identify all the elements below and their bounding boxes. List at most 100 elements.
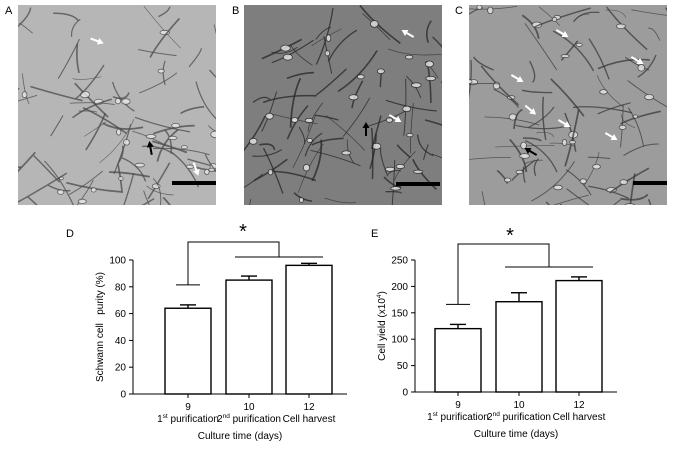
cell-process	[560, 40, 579, 61]
cell-process	[123, 173, 135, 205]
cell-process	[304, 132, 323, 157]
cell-process	[75, 64, 105, 100]
x-axis-label: Culture time (days)	[198, 431, 282, 442]
cell-process	[152, 140, 188, 154]
cell-process	[30, 85, 83, 102]
cell-process	[252, 149, 283, 157]
cell-process	[597, 102, 631, 115]
cell-process	[552, 194, 589, 205]
cell-process	[385, 99, 437, 112]
cell-process	[74, 82, 109, 118]
cell-process	[623, 143, 659, 157]
cell-process	[410, 103, 414, 154]
y-tick-label: 0	[120, 390, 126, 401]
cell-process	[521, 89, 553, 94]
cell-process	[637, 54, 657, 78]
cell-process	[18, 166, 22, 169]
cell-process	[158, 6, 171, 18]
cell-process	[315, 68, 347, 96]
cell-body	[425, 76, 437, 82]
cell-process	[156, 128, 179, 162]
cell-process	[469, 83, 500, 85]
cell-body	[341, 150, 352, 156]
x-tick-label: 10	[243, 402, 255, 413]
cell-process	[342, 97, 371, 137]
cell-process	[647, 198, 652, 205]
significance-star: *	[239, 221, 247, 243]
cell-body	[644, 94, 654, 101]
cell-body	[121, 98, 131, 105]
bar-chart-e: 0 50 100 150 200 250 9 1st purification 10 2nd pu…	[345, 222, 645, 452]
white-arrow-icon	[192, 162, 200, 176]
white-arrow-icon	[510, 74, 524, 83]
bar-chart-d: 0 20 40 60 80 100 9 1st purification 10 2nd purif…	[40, 221, 347, 452]
cell-body	[145, 134, 157, 139]
cell-body	[561, 139, 568, 147]
cell-process	[146, 185, 174, 196]
bar	[164, 307, 212, 395]
cell-process	[588, 38, 610, 80]
cell-process	[327, 29, 358, 62]
cell-process	[620, 114, 636, 128]
cell-process	[337, 50, 378, 93]
cell-body	[302, 163, 311, 172]
cell-process	[440, 81, 442, 84]
cell-process	[362, 13, 391, 41]
panel-label-c: C	[455, 5, 463, 17]
cell-process	[53, 12, 79, 21]
y-tick-label: 250	[391, 256, 408, 267]
cell-process	[113, 124, 132, 175]
cell-body	[515, 169, 524, 175]
cell-process	[481, 191, 486, 205]
cell-process	[424, 119, 442, 126]
cell-body	[299, 197, 304, 203]
cell-process	[431, 153, 442, 159]
cell-body	[348, 94, 359, 101]
white-arrow-icon	[401, 29, 415, 38]
black-arrow-icon	[524, 147, 538, 156]
cell-process	[76, 43, 80, 74]
cell-body	[487, 6, 494, 15]
cell-process	[422, 144, 429, 161]
cell-process	[388, 48, 442, 56]
cell-process	[665, 7, 667, 10]
cell-body	[167, 135, 178, 140]
cell-body	[185, 164, 195, 169]
bar	[555, 279, 603, 393]
cell-process	[121, 157, 147, 182]
y-tick-label: 50	[397, 361, 409, 372]
cell-body	[123, 139, 130, 146]
cell-process	[18, 151, 36, 173]
cell-process	[385, 190, 403, 194]
bar	[434, 327, 482, 393]
cell-body	[115, 98, 122, 105]
cell-body	[592, 163, 601, 170]
cell-body	[77, 198, 87, 204]
cell-body	[476, 5, 483, 10]
cell-body	[553, 184, 563, 191]
cell-process	[469, 157, 511, 160]
micrograph-background	[18, 5, 216, 205]
y-tick-label: 100	[109, 256, 126, 267]
cell-process	[68, 170, 104, 196]
significance-bracket	[457, 243, 550, 305]
cell-process	[27, 196, 38, 205]
x-sublabel: 2nd purification	[487, 411, 551, 423]
cell-process	[249, 198, 252, 205]
cell-body	[324, 50, 331, 57]
cell-process	[286, 71, 315, 80]
bar	[285, 264, 333, 395]
cell-process	[290, 44, 313, 66]
cell-body	[90, 187, 97, 193]
x-sublabel: Cell harvest	[553, 412, 606, 423]
cell-process	[380, 147, 388, 175]
cell-process	[141, 197, 155, 205]
white-arrow-icon	[555, 29, 569, 38]
cell-process	[311, 137, 344, 146]
x-axis-label: Culture time (days)	[474, 429, 558, 440]
cell-process	[529, 60, 536, 83]
significance-star: *	[506, 225, 514, 247]
cell-body	[248, 137, 258, 145]
cell-body	[406, 133, 414, 138]
cell-body	[265, 112, 274, 120]
